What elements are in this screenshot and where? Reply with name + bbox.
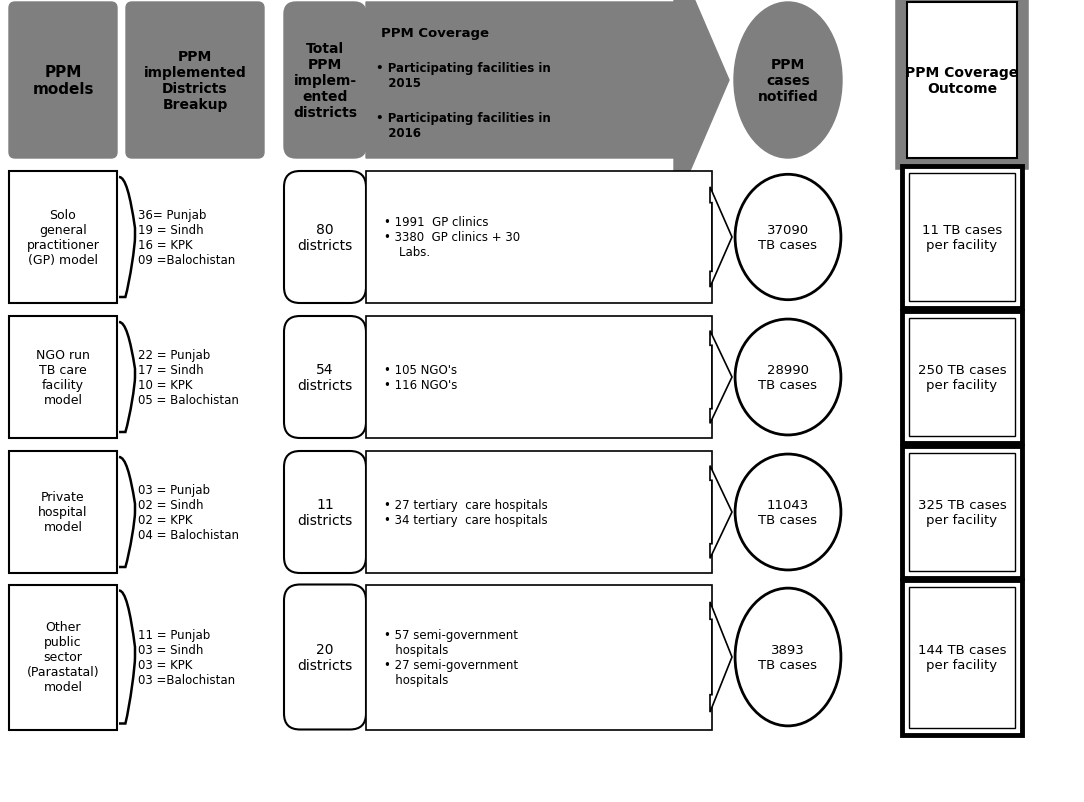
Text: • Participating facilities in
   2016: • Participating facilities in 2016 <box>376 111 551 140</box>
Bar <box>907 3 1017 159</box>
Text: 11
districts: 11 districts <box>297 497 352 528</box>
Polygon shape <box>710 466 732 559</box>
Text: 22 = Punjab
17 = Sindh
10 = KPK
05 = Balochistan: 22 = Punjab 17 = Sindh 10 = KPK 05 = Bal… <box>138 349 238 407</box>
Bar <box>909 453 1015 571</box>
Bar <box>366 585 712 730</box>
Text: 325 TB cases
per facility: 325 TB cases per facility <box>918 498 1006 526</box>
Text: 11043
TB cases: 11043 TB cases <box>759 498 817 526</box>
Ellipse shape <box>735 175 841 300</box>
Text: 28990
TB cases: 28990 TB cases <box>759 363 817 391</box>
Text: Total
PPM
implem-
ented
districts: Total PPM implem- ented districts <box>293 42 357 120</box>
Text: PPM
models: PPM models <box>33 65 93 97</box>
FancyBboxPatch shape <box>284 585 366 730</box>
Bar <box>909 318 1015 436</box>
Text: • 27 tertiary  care hospitals
• 34 tertiary  care hospitals: • 27 tertiary care hospitals • 34 tertia… <box>384 498 547 526</box>
FancyBboxPatch shape <box>284 452 366 573</box>
Text: PPM Coverage: PPM Coverage <box>380 26 489 39</box>
Text: 3893
TB cases: 3893 TB cases <box>759 643 817 671</box>
Ellipse shape <box>735 455 841 570</box>
Text: 20
districts: 20 districts <box>297 642 352 672</box>
Text: • 1991  GP clinics
• 3380  GP clinics + 30
    Labs.: • 1991 GP clinics • 3380 GP clinics + 30… <box>384 217 520 259</box>
FancyBboxPatch shape <box>284 317 366 439</box>
Bar <box>9 317 117 439</box>
Bar <box>366 172 712 304</box>
Ellipse shape <box>735 589 841 726</box>
Text: 250 TB cases
per facility: 250 TB cases per facility <box>918 363 1006 391</box>
Text: Solo
general
practitioner
(GP) model: Solo general practitioner (GP) model <box>27 209 100 267</box>
Text: • 105 NGO's
• 116 NGO's: • 105 NGO's • 116 NGO's <box>384 363 457 391</box>
Text: NGO run
TB care
facility
model: NGO run TB care facility model <box>36 349 90 407</box>
Bar <box>366 317 712 439</box>
Text: 36= Punjab
19 = Sindh
16 = KPK
09 =Balochistan: 36= Punjab 19 = Sindh 16 = KPK 09 =Baloc… <box>138 209 235 267</box>
Bar <box>902 447 1022 578</box>
Bar <box>909 587 1015 727</box>
Text: • 57 semi-government
   hospitals
• 27 semi-government
   hospitals: • 57 semi-government hospitals • 27 semi… <box>384 628 518 687</box>
Bar <box>902 167 1022 309</box>
Text: PPM Coverage
Outcome: PPM Coverage Outcome <box>905 66 1019 96</box>
Bar <box>898 0 1025 168</box>
Polygon shape <box>366 0 730 209</box>
FancyBboxPatch shape <box>9 3 117 159</box>
FancyBboxPatch shape <box>284 3 366 159</box>
Text: Private
hospital
model: Private hospital model <box>38 491 88 534</box>
Text: • Participating facilities in
   2015: • Participating facilities in 2015 <box>376 62 551 90</box>
Text: 03 = Punjab
02 = Sindh
02 = KPK
04 = Balochistan: 03 = Punjab 02 = Sindh 02 = KPK 04 = Bal… <box>138 484 238 541</box>
Bar <box>9 452 117 573</box>
FancyBboxPatch shape <box>284 172 366 304</box>
Text: 37090
TB cases: 37090 TB cases <box>759 224 817 252</box>
Bar <box>902 580 1022 735</box>
Text: 80
districts: 80 districts <box>297 223 352 253</box>
Polygon shape <box>710 331 732 423</box>
Text: 54
districts: 54 districts <box>297 363 352 393</box>
Bar <box>902 312 1022 444</box>
Bar <box>909 174 1015 302</box>
Bar <box>366 452 712 573</box>
Text: 11 = Punjab
03 = Sindh
03 = KPK
03 =Balochistan: 11 = Punjab 03 = Sindh 03 = KPK 03 =Balo… <box>138 628 235 687</box>
FancyBboxPatch shape <box>126 3 264 159</box>
Text: PPM
cases
notified: PPM cases notified <box>758 58 818 104</box>
Text: 11 TB cases
per facility: 11 TB cases per facility <box>921 224 1002 252</box>
Ellipse shape <box>735 320 841 435</box>
Polygon shape <box>710 602 732 712</box>
Bar <box>9 172 117 304</box>
Ellipse shape <box>734 3 842 159</box>
Bar <box>9 585 117 730</box>
Text: Other
public
sector
(Parastatal)
model: Other public sector (Parastatal) model <box>27 621 100 694</box>
Text: 144 TB cases
per facility: 144 TB cases per facility <box>918 643 1006 671</box>
Polygon shape <box>710 188 732 288</box>
Text: PPM
implemented
Districts
Breakup: PPM implemented Districts Breakup <box>143 50 246 112</box>
